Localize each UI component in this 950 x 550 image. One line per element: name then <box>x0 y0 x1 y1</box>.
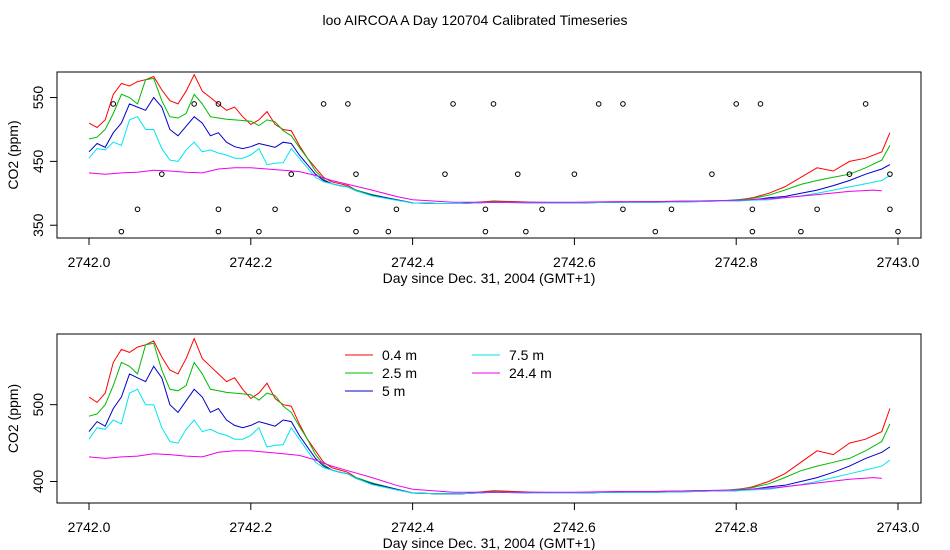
marker-point-1-2 <box>215 206 222 213</box>
x-tick-label-0-5: 2743.0 <box>877 254 920 270</box>
x-tick-label-0-4: 2742.8 <box>715 254 758 270</box>
y-axis-label-0: CO2 (ppm) <box>5 120 21 189</box>
y-axis-label-1: CO2 (ppm) <box>5 384 21 453</box>
series-line-1-0 <box>88 337 891 495</box>
x-tick-label-0-0: 2742.0 <box>68 254 111 270</box>
y-tick-label-1-1: 500 <box>30 393 46 417</box>
marker-point-0-20 <box>887 171 893 177</box>
x-tick-label-1-5: 2743.0 <box>877 519 920 535</box>
x-tick-label-0-3: 2742.6 <box>553 254 596 270</box>
marker-point-0-16 <box>733 101 740 107</box>
y-tick-label-0-0: 350 <box>30 213 46 237</box>
x-axis-label-0: Day since Dec. 31, 2004 (GMT+1) <box>383 270 596 286</box>
marker-point-1-0 <box>118 228 125 235</box>
x-tick-label-0-2: 2742.4 <box>391 254 434 270</box>
marker-point-1-7 <box>482 206 489 213</box>
marker-point-0-4 <box>288 171 295 177</box>
marker-point-0-0 <box>110 101 117 107</box>
marker-point-1-6 <box>393 206 400 213</box>
marker-point-0-8 <box>442 171 448 177</box>
marker-point-1-11 <box>749 206 756 213</box>
marker-point-1-3 <box>256 228 262 235</box>
legend-label-4: 24.4 m <box>509 365 552 381</box>
series-line-0-4 <box>88 167 882 203</box>
marker-point-0-7 <box>353 171 359 177</box>
chart-title: loo AIRCOA A Day 120704 Calibrated Times… <box>322 12 627 28</box>
x-tick-label-1-0: 2742.0 <box>68 519 111 535</box>
marker-point-1-10 <box>668 206 675 213</box>
marker-point-2-4 <box>523 228 529 235</box>
marker-point-1-8 <box>539 206 545 213</box>
marker-point-0-17 <box>757 101 764 107</box>
marker-point-1-9 <box>620 206 626 213</box>
lower-panel: 2742.0 2742.2 2742.4 2742.6 2742.8 2743.0 Day … <box>5 333 922 550</box>
series-line-1-4 <box>88 450 882 493</box>
marker-point-0-10 <box>490 101 497 107</box>
series-line-1-1 <box>88 342 891 495</box>
x-tick-label-0-1: 2742.2 <box>229 254 272 270</box>
marker-point-0-5 <box>320 101 327 107</box>
marker-point-2-3 <box>482 228 489 235</box>
marker-point-0-15 <box>709 171 715 177</box>
series-line-0-1 <box>88 77 891 204</box>
y-tick-label-1-0: 400 <box>30 470 46 494</box>
series-line-0-3 <box>88 116 891 204</box>
marker-point-0-13 <box>595 101 602 107</box>
marker-point-0-9 <box>450 101 456 107</box>
legend-label-1: 2.5 m <box>382 365 417 381</box>
marker-point-0-18 <box>846 171 853 177</box>
marker-point-2-6 <box>749 228 756 235</box>
marker-point-2-2 <box>385 228 392 235</box>
x-axis-label-1: Day since Dec. 31, 2004 (GMT+1) <box>383 535 596 550</box>
marker-point-0-2 <box>191 101 197 107</box>
series-line-0-0 <box>88 73 891 204</box>
y-tick-label-0-2: 550 <box>30 86 46 110</box>
series-line-1-3 <box>88 388 891 495</box>
x-tick-label-1-1: 2742.2 <box>229 519 272 535</box>
legend-label-2: 5 m <box>382 383 405 399</box>
upper-panel: 2742.0 2742.2 2742.4 2742.6 2742.8 2743.0 Day … <box>5 71 922 286</box>
marker-point-2-5 <box>652 228 659 235</box>
marker-point-0-11 <box>514 171 521 177</box>
plot-frame-0 <box>56 71 922 239</box>
x-tick-label-1-3: 2742.6 <box>553 519 596 535</box>
marker-point-1-4 <box>272 206 278 213</box>
marker-point-1-12 <box>814 206 820 213</box>
marker-point-0-1 <box>159 171 165 177</box>
x-tick-label-1-2: 2742.4 <box>391 519 434 535</box>
marker-point-2-1 <box>353 228 359 235</box>
marker-point-2-0 <box>215 228 222 235</box>
y-tick-label-0-1: 450 <box>30 149 46 173</box>
marker-point-1-5 <box>345 206 351 213</box>
x-tick-label-1-4: 2742.8 <box>715 519 758 535</box>
plot-frame-1 <box>56 333 922 504</box>
marker-point-2-8 <box>895 228 901 235</box>
marker-point-2-7 <box>798 228 804 235</box>
marker-point-0-14 <box>620 101 626 107</box>
marker-point-1-13 <box>887 206 893 213</box>
marker-point-0-12 <box>571 171 578 177</box>
marker-point-0-6 <box>345 101 351 107</box>
marker-point-1-1 <box>134 206 141 213</box>
marker-point-0-19 <box>862 101 869 107</box>
legend-label-3: 7.5 m <box>509 347 544 363</box>
legend-label-0: 0.4 m <box>382 347 417 363</box>
marker-point-0-3 <box>215 101 222 107</box>
